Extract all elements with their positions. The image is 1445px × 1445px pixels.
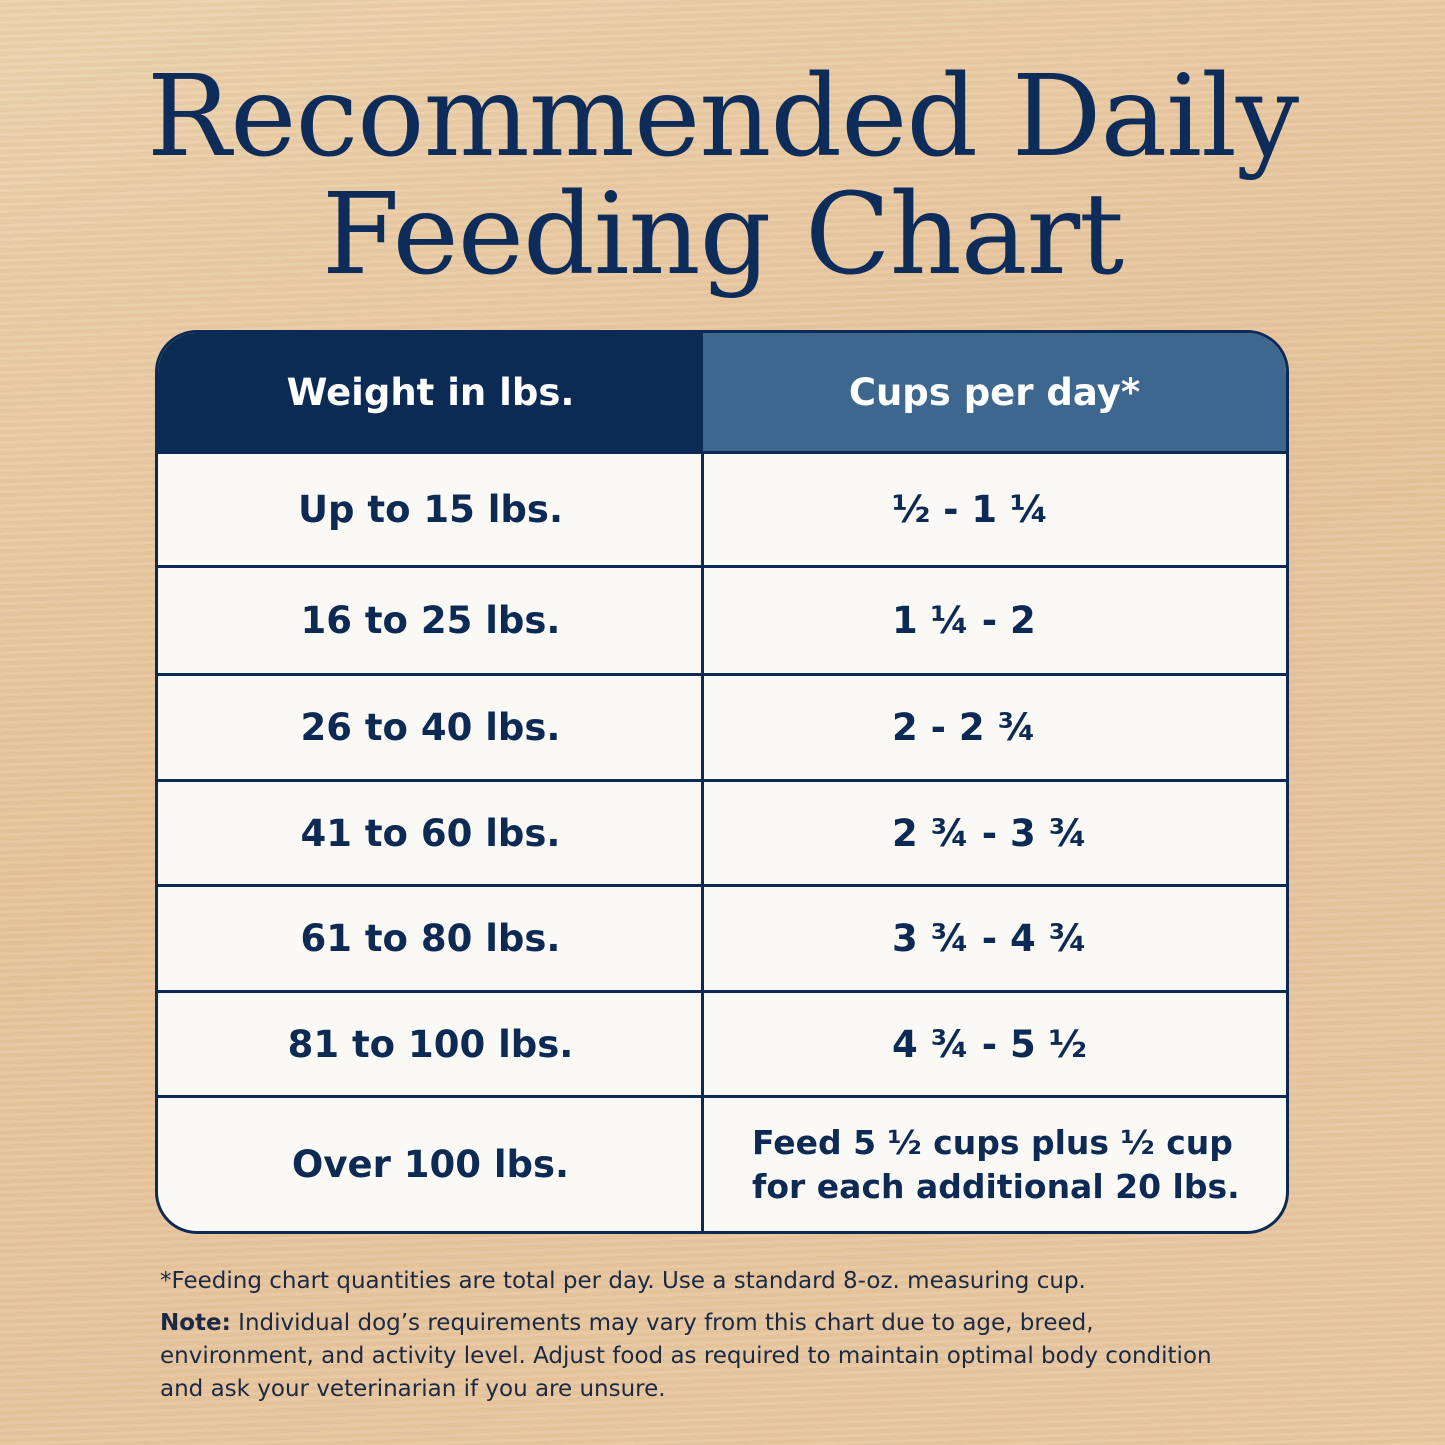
table-cell: 1 ¼ - 2 <box>704 565 1286 673</box>
table-cell: 2 - 2 ¾ <box>704 673 1286 779</box>
title-line: Feeding Chart <box>321 170 1124 300</box>
table-cell: 61 to 80 lbs. <box>158 884 703 990</box>
column-divider <box>701 451 704 1231</box>
note: Note: Individual dog’s requirements may … <box>160 1307 1220 1406</box>
note-text: Individual dog’s requirements may vary f… <box>160 1310 1212 1402</box>
table-cell: 41 to 60 lbs. <box>158 779 703 884</box>
table-cell: 26 to 40 lbs. <box>158 673 703 779</box>
feeding-table: Weight in lbs. Cups per day* Up to 15 lb… <box>155 330 1289 1234</box>
table-cell: 16 to 25 lbs. <box>158 565 703 673</box>
table-cell: 2 ¾ - 3 ¾ <box>704 779 1286 884</box>
table-cell: 3 ¾ - 4 ¾ <box>704 884 1286 990</box>
column-header: Weight in lbs. <box>158 333 703 451</box>
table-cell: Up to 15 lbs. <box>158 451 703 565</box>
title-line: Recommended Daily <box>146 52 1299 182</box>
column-header: Cups per day* <box>703 333 1286 451</box>
footnote: *Feeding chart quantities are total per … <box>160 1268 1086 1294</box>
note-label: Note: <box>160 1310 231 1336</box>
table-cell: 4 ¾ - 5 ½ <box>704 990 1286 1095</box>
table-cell: Over 100 lbs. <box>158 1095 703 1231</box>
table-cell: Feed 5 ½ cups plus ½ cup for each additi… <box>704 1095 1286 1231</box>
table-cell: 81 to 100 lbs. <box>158 990 703 1095</box>
table-cell: ½ - 1 ¼ <box>704 451 1286 565</box>
